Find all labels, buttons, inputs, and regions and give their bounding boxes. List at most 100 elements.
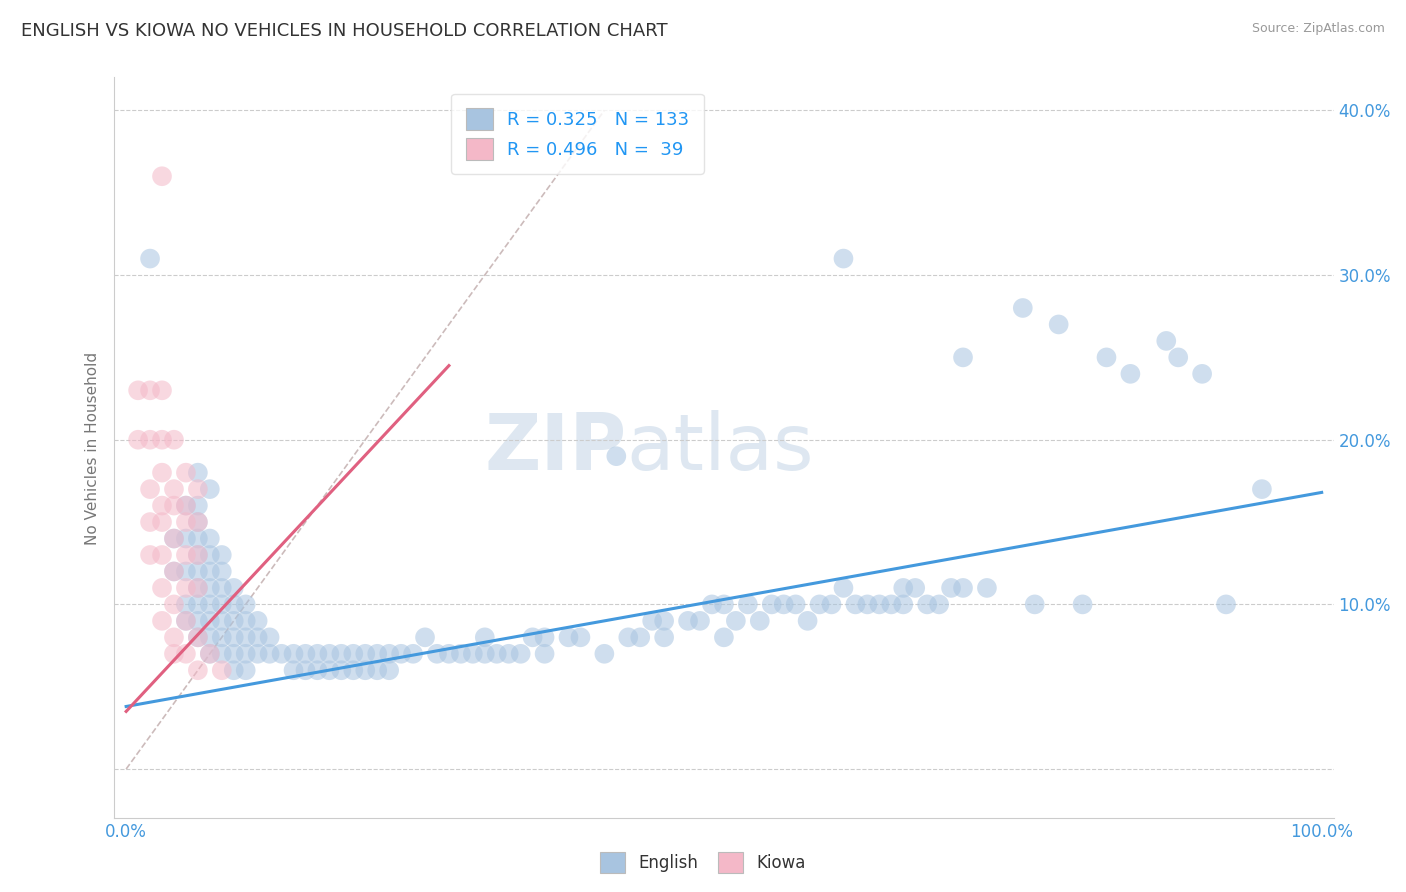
Point	[246, 614, 269, 628]
Point	[785, 598, 807, 612]
Point	[174, 466, 197, 480]
Point	[187, 598, 209, 612]
Point	[939, 581, 962, 595]
Point	[127, 384, 149, 398]
Point	[187, 663, 209, 677]
Point	[174, 565, 197, 579]
Point	[737, 598, 759, 612]
Point	[748, 614, 770, 628]
Point	[856, 598, 879, 612]
Point	[187, 548, 209, 562]
Point	[413, 630, 436, 644]
Point	[163, 482, 186, 496]
Point	[713, 598, 735, 612]
Point	[174, 499, 197, 513]
Point	[891, 581, 914, 595]
Point	[211, 548, 233, 562]
Point	[808, 598, 831, 612]
Point	[187, 515, 209, 529]
Point	[235, 598, 257, 612]
Point	[1215, 598, 1237, 612]
Point	[246, 630, 269, 644]
Point	[868, 598, 890, 612]
Point	[569, 630, 592, 644]
Point	[150, 548, 173, 562]
Point	[772, 598, 794, 612]
Point	[880, 598, 903, 612]
Point	[163, 647, 186, 661]
Point	[366, 647, 388, 661]
Point	[928, 598, 950, 612]
Point	[402, 647, 425, 661]
Point	[150, 384, 173, 398]
Point	[915, 598, 938, 612]
Point	[832, 581, 855, 595]
Point	[533, 647, 555, 661]
Point	[198, 647, 221, 661]
Point	[174, 614, 197, 628]
Point	[437, 647, 460, 661]
Point	[187, 466, 209, 480]
Point	[174, 598, 197, 612]
Point	[198, 532, 221, 546]
Y-axis label: No Vehicles in Household: No Vehicles in Household	[86, 351, 100, 544]
Point	[163, 630, 186, 644]
Point	[1119, 367, 1142, 381]
Point	[533, 630, 555, 644]
Point	[150, 433, 173, 447]
Point	[211, 663, 233, 677]
Point	[676, 614, 699, 628]
Point	[187, 565, 209, 579]
Legend: R = 0.325   N = 133, R = 0.496   N =  39: R = 0.325 N = 133, R = 0.496 N = 39	[451, 94, 704, 174]
Point	[150, 614, 173, 628]
Point	[235, 630, 257, 644]
Point	[211, 630, 233, 644]
Point	[211, 647, 233, 661]
Text: atlas: atlas	[626, 410, 814, 486]
Point	[222, 663, 245, 677]
Point	[342, 647, 364, 661]
Point	[259, 630, 281, 644]
Point	[891, 598, 914, 612]
Point	[593, 647, 616, 661]
Point	[211, 598, 233, 612]
Point	[127, 433, 149, 447]
Point	[307, 647, 329, 661]
Point	[450, 647, 472, 661]
Point	[198, 581, 221, 595]
Point	[342, 663, 364, 677]
Point	[150, 499, 173, 513]
Point	[976, 581, 998, 595]
Point	[270, 647, 292, 661]
Point	[187, 499, 209, 513]
Point	[330, 663, 353, 677]
Point	[163, 532, 186, 546]
Point	[761, 598, 783, 612]
Point	[163, 565, 186, 579]
Point	[174, 499, 197, 513]
Point	[509, 647, 531, 661]
Point	[211, 614, 233, 628]
Point	[318, 663, 340, 677]
Point	[163, 433, 186, 447]
Text: Source: ZipAtlas.com: Source: ZipAtlas.com	[1251, 22, 1385, 36]
Point	[211, 565, 233, 579]
Point	[163, 565, 186, 579]
Point	[689, 614, 711, 628]
Point	[235, 647, 257, 661]
Point	[1095, 351, 1118, 365]
Point	[318, 647, 340, 661]
Point	[187, 548, 209, 562]
Point	[198, 630, 221, 644]
Point	[163, 598, 186, 612]
Point	[222, 581, 245, 595]
Point	[1251, 482, 1274, 496]
Point	[366, 663, 388, 677]
Point	[1011, 301, 1033, 315]
Point	[522, 630, 544, 644]
Point	[139, 482, 162, 496]
Point	[474, 647, 496, 661]
Point	[389, 647, 412, 661]
Point	[139, 548, 162, 562]
Point	[163, 499, 186, 513]
